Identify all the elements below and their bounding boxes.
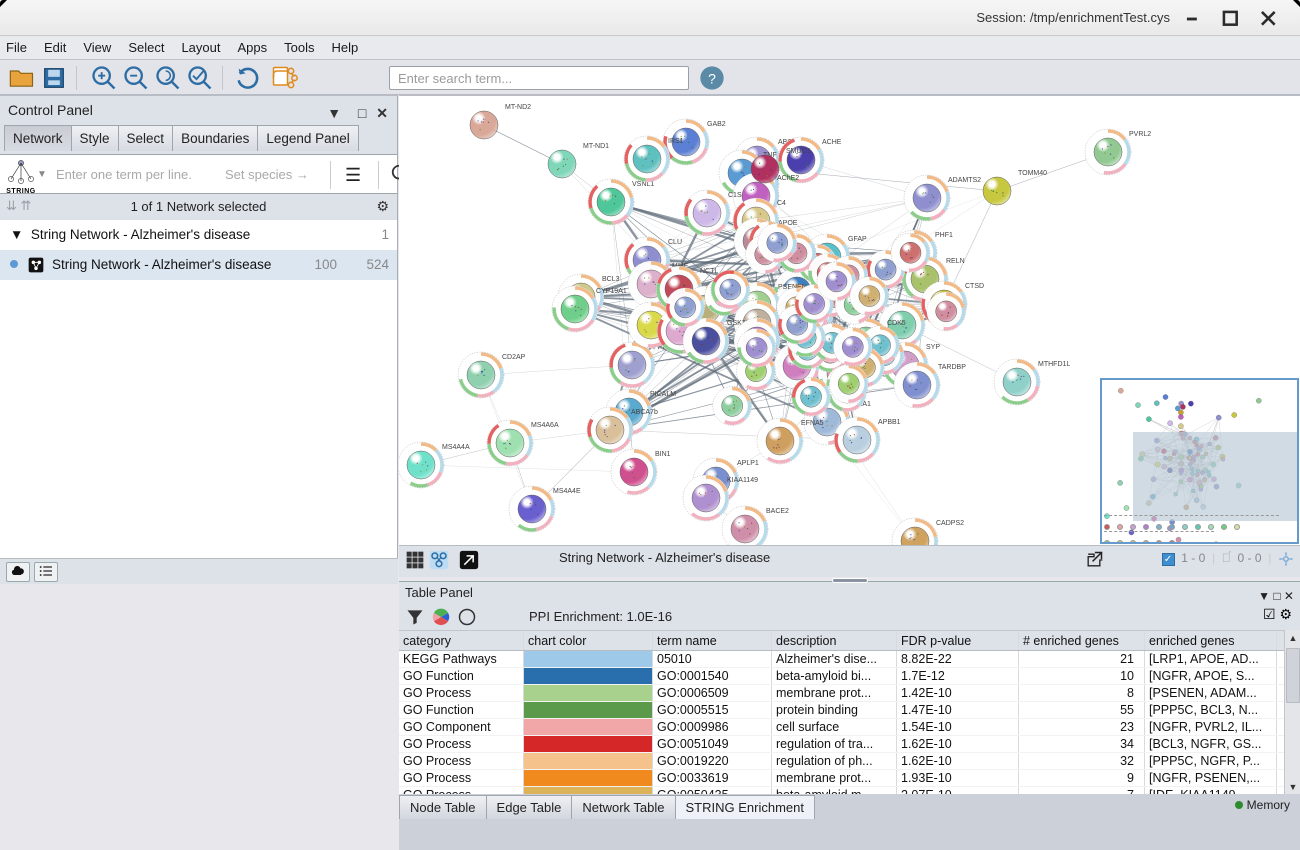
- svg-text:MT-ND2: MT-ND2: [505, 104, 531, 111]
- svg-text:CYP19A1: CYP19A1: [596, 288, 627, 295]
- svg-text:TARDBP: TARDBP: [938, 364, 966, 371]
- svg-text:CLU: CLU: [668, 239, 682, 246]
- svg-text:C4: C4: [777, 200, 786, 207]
- svg-text:C1S: C1S: [728, 192, 742, 199]
- svg-text:CD2AP: CD2AP: [502, 354, 526, 361]
- svg-text:CADPS2: CADPS2: [936, 520, 964, 527]
- svg-text:VSNL1: VSNL1: [632, 181, 654, 188]
- svg-text:KIAA1149: KIAA1149: [727, 477, 758, 484]
- svg-text:TOMM40: TOMM40: [1018, 170, 1047, 177]
- svg-text:BACE2: BACE2: [766, 508, 789, 515]
- svg-text:MT-ND1: MT-ND1: [583, 143, 609, 150]
- svg-text:ACHE: ACHE: [822, 139, 842, 146]
- svg-text:MS4A6A: MS4A6A: [531, 422, 559, 429]
- svg-text:MS4A4E: MS4A4E: [553, 488, 581, 495]
- svg-text:BCL3: BCL3: [602, 276, 620, 283]
- svg-text:NCTL: NCTL: [700, 268, 718, 275]
- svg-text:APBB1: APBB1: [878, 419, 901, 426]
- svg-text:ABCA7b: ABCA7b: [631, 409, 658, 416]
- svg-text:PHF1: PHF1: [935, 232, 953, 239]
- svg-text:IRS1: IRS1: [668, 138, 684, 145]
- svg-text:EFNA5: EFNA5: [801, 420, 824, 427]
- svg-text:AChE2: AChE2: [777, 175, 799, 182]
- svg-text:SYP: SYP: [926, 344, 940, 351]
- svg-text:MS4A4A: MS4A4A: [442, 444, 470, 451]
- svg-text:RELN: RELN: [946, 258, 965, 265]
- svg-text:SMUG1: SMUG1: [786, 148, 811, 155]
- svg-text:?: ?: [708, 70, 716, 86]
- svg-text:ADAMTS2: ADAMTS2: [948, 177, 981, 184]
- svg-text:CTSD: CTSD: [965, 283, 984, 290]
- svg-text:APLP1: APLP1: [737, 460, 759, 467]
- svg-text:PVRL2: PVRL2: [1129, 131, 1151, 138]
- svg-text:MTHFD1L: MTHFD1L: [1038, 361, 1070, 368]
- svg-text:CDK5: CDK5: [887, 320, 906, 327]
- svg-text:PICALM: PICALM: [650, 391, 676, 398]
- svg-text:GAB2: GAB2: [707, 121, 726, 128]
- svg-text:GFAP: GFAP: [848, 236, 867, 243]
- svg-text:BIN1: BIN1: [655, 451, 671, 458]
